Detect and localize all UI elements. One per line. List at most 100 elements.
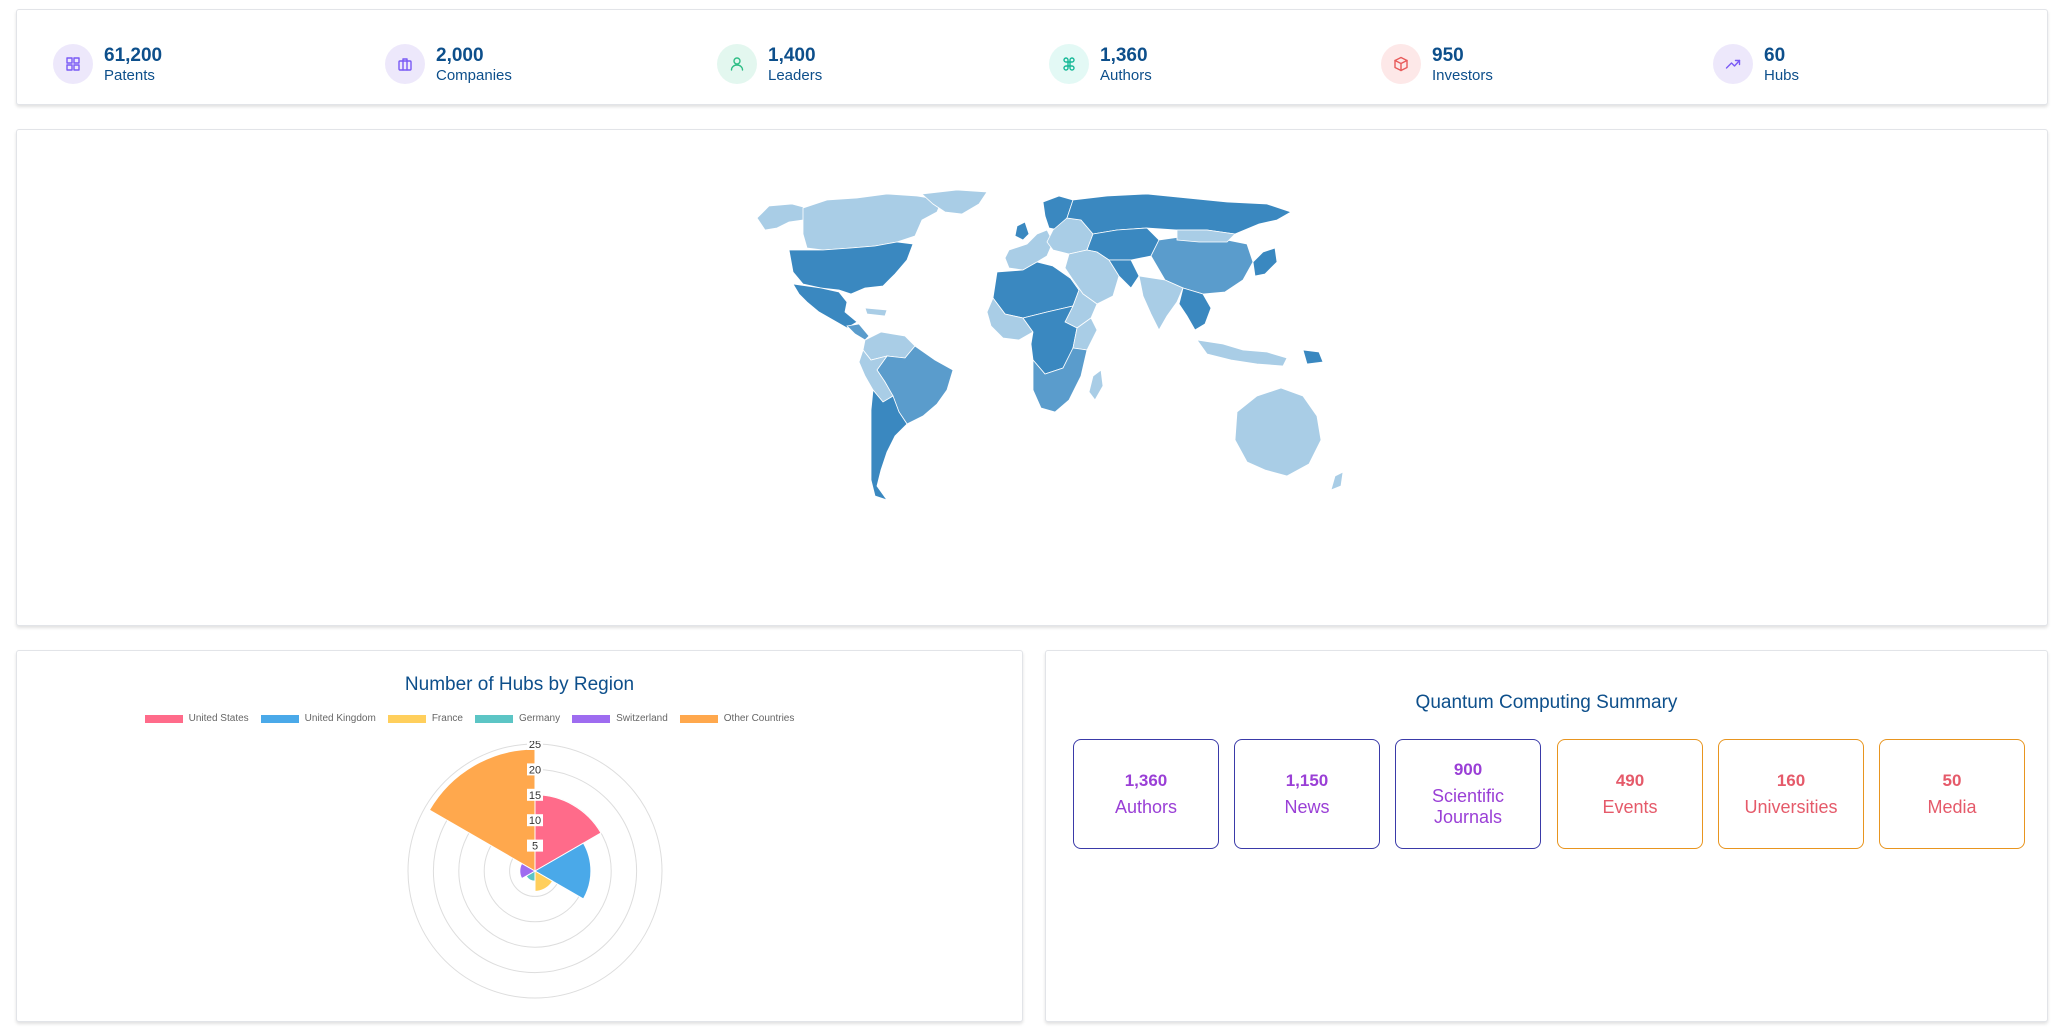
legend-item[interactable]: France xyxy=(387,713,463,724)
summary-value: 160 xyxy=(1776,770,1806,790)
region-alaska[interactable] xyxy=(756,203,808,231)
summary-value: 490 xyxy=(1615,770,1645,790)
stat-authors[interactable]: 1,360 Authors xyxy=(1049,43,1152,85)
summary-label: Authors xyxy=(1114,796,1178,817)
trending-up-icon xyxy=(1713,44,1753,84)
stat-hubs[interactable]: 60 Hubs xyxy=(1713,43,1799,85)
region-mongolia[interactable] xyxy=(1176,229,1236,243)
region-argentina-chile[interactable] xyxy=(870,389,908,501)
legend-swatch xyxy=(260,714,299,723)
legend-label: Germany xyxy=(518,713,561,724)
chart-legend: United States United Kingdom France Germany… xyxy=(17,713,1022,724)
region-iran[interactable] xyxy=(1108,259,1140,289)
legend-label: United Kingdom xyxy=(304,713,376,724)
stat-investors[interactable]: 950 Investors xyxy=(1381,43,1493,85)
summary-value: 1,360 xyxy=(1124,770,1168,790)
region-southeast-asia[interactable] xyxy=(1178,287,1212,331)
region-papua[interactable] xyxy=(1302,349,1324,365)
legend-label: France xyxy=(431,713,463,724)
stats-bar: 61,200 Patents 2,000 Companies 1,400 Lea… xyxy=(16,9,2048,105)
polar-segment[interactable] xyxy=(428,748,536,872)
legend-label: Other Countries xyxy=(723,713,795,724)
stat-label: Leaders xyxy=(768,66,823,84)
quantum-summary-card: Quantum Computing Summary 1,360 Authors 1,… xyxy=(1045,650,2048,1022)
region-indonesia[interactable] xyxy=(1196,339,1288,367)
summary-value: 1,150 xyxy=(1285,770,1329,790)
stat-value: 61,200 xyxy=(104,44,163,66)
legend-label: Switzerland xyxy=(616,713,668,724)
summary-box-news[interactable]: 1,150 News xyxy=(1234,739,1380,849)
region-east-africa[interactable] xyxy=(1072,317,1098,351)
legend-item[interactable]: Switzerland xyxy=(572,713,668,724)
region-western-europe[interactable] xyxy=(1004,229,1054,271)
grid-icon xyxy=(53,44,93,84)
hubs-by-region-card: Number of Hubs by Region United States Un… xyxy=(16,650,1023,1022)
user-icon xyxy=(717,44,757,84)
tick-label-bg xyxy=(527,788,543,801)
stat-value: 60 xyxy=(1764,44,1786,66)
legend-swatch xyxy=(387,714,426,723)
legend-swatch xyxy=(572,714,611,723)
tick-label-bg xyxy=(527,763,543,776)
summary-title: Quantum Computing Summary xyxy=(1415,692,1678,713)
summary-box-authors[interactable]: 1,360 Authors xyxy=(1073,739,1219,849)
region-india[interactable] xyxy=(1138,275,1184,331)
summary-label: Universities xyxy=(1744,796,1838,817)
stat-leaders[interactable]: 1,400 Leaders xyxy=(717,43,822,85)
region-japan-korea[interactable] xyxy=(1252,247,1278,277)
command-icon xyxy=(1049,44,1089,84)
stat-label: Authors xyxy=(1100,66,1152,84)
region-central-america[interactable] xyxy=(846,323,870,341)
summary-box-media[interactable]: 50 Media xyxy=(1879,739,2025,849)
legend-label: United States xyxy=(188,713,249,724)
region-caribbean[interactable] xyxy=(864,307,888,317)
stat-value: 2,000 xyxy=(436,44,484,66)
legend-swatch xyxy=(679,714,718,723)
legend-item[interactable]: Germany xyxy=(474,713,561,724)
summary-box-events[interactable]: 490 Events xyxy=(1557,739,1703,849)
world-map-card xyxy=(16,129,2048,626)
tick-label-bg xyxy=(527,814,543,827)
summary-label: Events xyxy=(1602,796,1658,817)
summary-box-universities[interactable]: 160 Universities xyxy=(1718,739,1864,849)
polar-segment[interactable] xyxy=(534,842,592,900)
stat-value: 1,360 xyxy=(1100,44,1148,66)
summary-box-scientific-journals[interactable]: 900 Scientific Journals xyxy=(1395,739,1541,849)
region-new-zealand[interactable] xyxy=(1330,471,1344,491)
stat-label: Companies xyxy=(436,66,512,84)
polar-area-chart[interactable]: 5 10 15 20 25 xyxy=(377,741,677,1021)
region-middle-east[interactable] xyxy=(1064,249,1120,305)
summary-value: 50 xyxy=(1942,770,1962,790)
world-map[interactable] xyxy=(747,190,1347,530)
region-west-africa[interactable] xyxy=(986,297,1034,341)
region-madagascar[interactable] xyxy=(1088,369,1104,401)
region-russia[interactable] xyxy=(1066,193,1292,235)
tick-label: 5 xyxy=(532,841,538,853)
legend-item[interactable]: United States xyxy=(144,713,249,724)
briefcase-icon xyxy=(385,44,425,84)
region-southern-africa[interactable] xyxy=(1032,347,1088,413)
tick-label-bg xyxy=(527,741,543,750)
box-icon xyxy=(1381,44,1421,84)
summary-label: Scientific Journals xyxy=(1431,786,1505,827)
region-united-kingdom[interactable] xyxy=(1014,221,1030,241)
legend-item[interactable]: United Kingdom xyxy=(260,713,376,724)
region-greenland[interactable] xyxy=(921,190,988,215)
stat-value: 950 xyxy=(1432,44,1464,66)
stat-companies[interactable]: 2,000 Companies xyxy=(385,43,512,85)
tick-label: 15 xyxy=(529,790,541,802)
stat-label: Investors xyxy=(1432,66,1493,84)
legend-swatch xyxy=(144,714,183,723)
region-australia[interactable] xyxy=(1234,387,1322,477)
region-canada[interactable] xyxy=(802,193,943,251)
polar-segment[interactable] xyxy=(534,870,554,892)
stat-label: Patents xyxy=(104,66,155,84)
legend-swatch xyxy=(474,714,513,723)
stat-value: 1,400 xyxy=(768,44,816,66)
stat-label: Hubs xyxy=(1764,66,1800,84)
stat-patents[interactable]: 61,200 Patents xyxy=(53,43,162,85)
summary-label: News xyxy=(1284,796,1330,817)
tick-label: 25 xyxy=(529,741,541,751)
region-united-states[interactable] xyxy=(788,241,914,295)
legend-item[interactable]: Other Countries xyxy=(679,713,795,724)
